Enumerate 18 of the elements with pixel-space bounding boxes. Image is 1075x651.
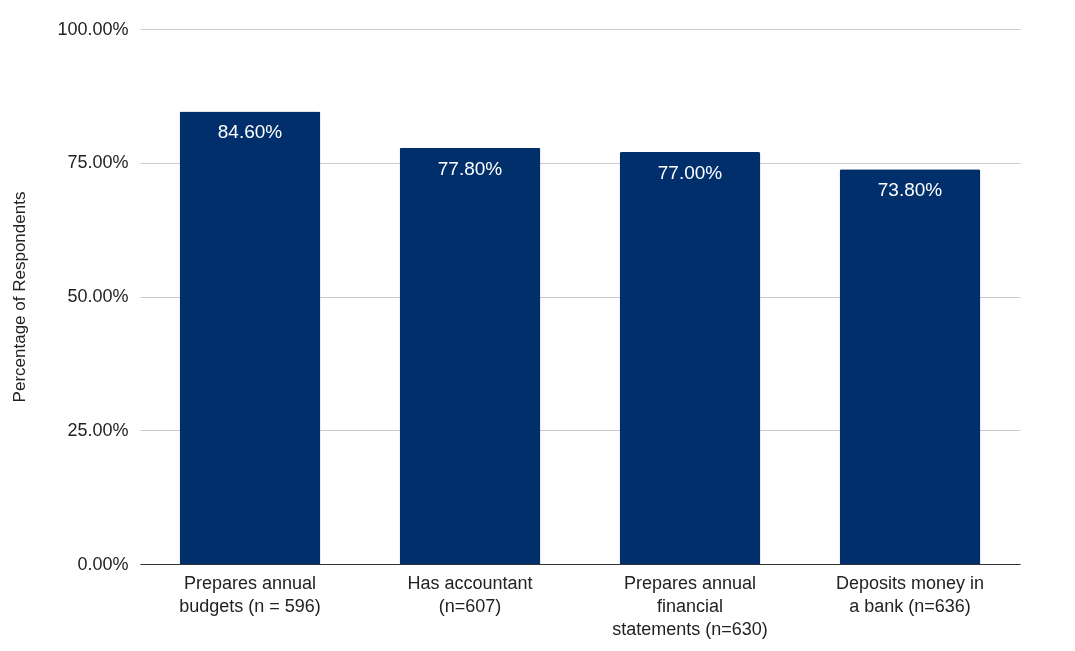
bar (839, 169, 981, 564)
x-tick-label: Deposits money in a bank (n=636) (835, 572, 985, 616)
data-label: 77.00% (657, 162, 723, 184)
y-tick-label: 25.00% (67, 419, 129, 440)
x-tick-label: Prepares annual financial statements (n=630) (612, 572, 768, 639)
y-tick-label: 0.00% (77, 553, 129, 574)
y-axis-title: Percentage of Respondents (10, 191, 30, 403)
data-label: 73.80% (877, 179, 943, 201)
data-label: 77.80% (437, 157, 503, 179)
y-tick-label: 100.00% (57, 18, 129, 39)
bar (399, 147, 541, 564)
y-tick-label: 50.00% (67, 286, 129, 306)
x-tick-label: Prepares annual budgets (n = 596) (179, 572, 321, 616)
bar (619, 152, 761, 564)
y-tick-label: 75.00% (67, 152, 129, 173)
x-tick-label: Has accountant (n=607) (407, 572, 533, 616)
bar (179, 111, 321, 564)
data-label: 84.60% (217, 121, 283, 143)
